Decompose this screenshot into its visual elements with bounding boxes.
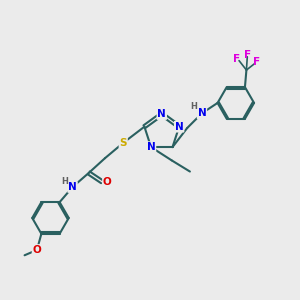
Text: N: N <box>198 108 206 118</box>
Text: H: H <box>190 102 197 111</box>
Text: N: N <box>175 122 184 132</box>
Text: N: N <box>147 142 155 152</box>
Text: O: O <box>33 245 41 255</box>
Text: F: F <box>253 57 260 67</box>
Text: O: O <box>103 177 112 187</box>
Text: F: F <box>244 50 251 60</box>
Text: S: S <box>119 138 127 148</box>
Text: N: N <box>158 109 166 119</box>
Text: F: F <box>233 54 241 64</box>
Text: N: N <box>68 182 77 192</box>
Text: H: H <box>61 177 68 186</box>
